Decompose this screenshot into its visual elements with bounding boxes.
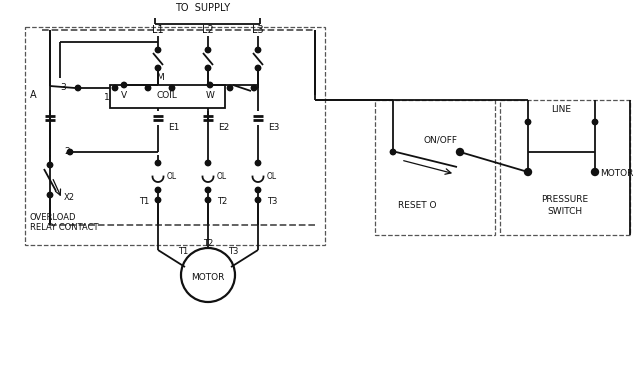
Text: 1: 1 [104,93,110,103]
Circle shape [456,149,463,155]
Circle shape [525,169,531,176]
Circle shape [156,161,161,166]
Bar [375,100,495,235]
Text: X2: X2 [64,193,75,201]
Text: LINE: LINE [552,106,572,115]
Circle shape [156,187,161,193]
Circle shape [525,120,531,124]
Text: PRESSURE: PRESSURE [541,196,589,204]
Circle shape [255,66,260,70]
Circle shape [207,83,212,87]
Text: L2: L2 [202,25,214,35]
Text: V: V [121,92,127,101]
Circle shape [156,48,161,52]
Circle shape [67,150,72,155]
Bar [110,85,225,108]
Circle shape [593,120,598,124]
Circle shape [205,48,211,52]
Circle shape [390,150,396,155]
Text: A: A [30,90,37,100]
Text: SWITCH: SWITCH [547,207,582,216]
Circle shape [255,187,260,193]
Circle shape [156,198,161,202]
Circle shape [205,198,211,202]
Circle shape [113,86,118,90]
Text: T3: T3 [228,247,238,256]
Text: T1: T1 [178,247,188,256]
Circle shape [227,86,232,90]
Text: T2: T2 [203,239,213,247]
Text: OL: OL [267,172,277,181]
Text: OVERLOAD: OVERLOAD [30,213,77,222]
Circle shape [145,86,150,90]
Text: M: M [156,74,164,83]
Text: E3: E3 [268,124,280,132]
Text: W: W [205,92,214,101]
Circle shape [252,86,257,90]
Circle shape [205,187,211,193]
Text: MOTOR: MOTOR [600,169,634,178]
Text: COIL: COIL [157,92,177,101]
Circle shape [591,169,598,176]
Text: T3: T3 [267,196,277,205]
Bar [25,27,325,245]
Text: E2: E2 [218,124,229,132]
Circle shape [76,86,81,90]
Text: ON/OFF: ON/OFF [423,135,457,144]
Circle shape [47,162,52,167]
Text: E1: E1 [168,124,179,132]
Circle shape [205,66,211,70]
Text: RELAY CONTACT: RELAY CONTACT [30,222,99,231]
Text: MOTOR: MOTOR [191,273,225,282]
Text: T2: T2 [217,196,227,205]
Circle shape [255,198,260,202]
Circle shape [47,193,52,198]
Text: T1: T1 [139,196,149,205]
Text: L3: L3 [252,25,264,35]
Bar [500,100,630,235]
Text: OL: OL [217,172,227,181]
Text: OL: OL [167,172,177,181]
Text: TO  SUPPLY: TO SUPPLY [175,3,230,13]
Circle shape [255,161,260,166]
Circle shape [156,66,161,70]
Text: RESET O: RESET O [397,201,436,210]
Circle shape [205,161,211,166]
Text: L1: L1 [152,25,164,35]
Text: 3: 3 [60,83,66,92]
Circle shape [255,48,260,52]
Text: 2: 2 [65,147,70,156]
Circle shape [122,83,127,87]
Circle shape [170,86,175,90]
